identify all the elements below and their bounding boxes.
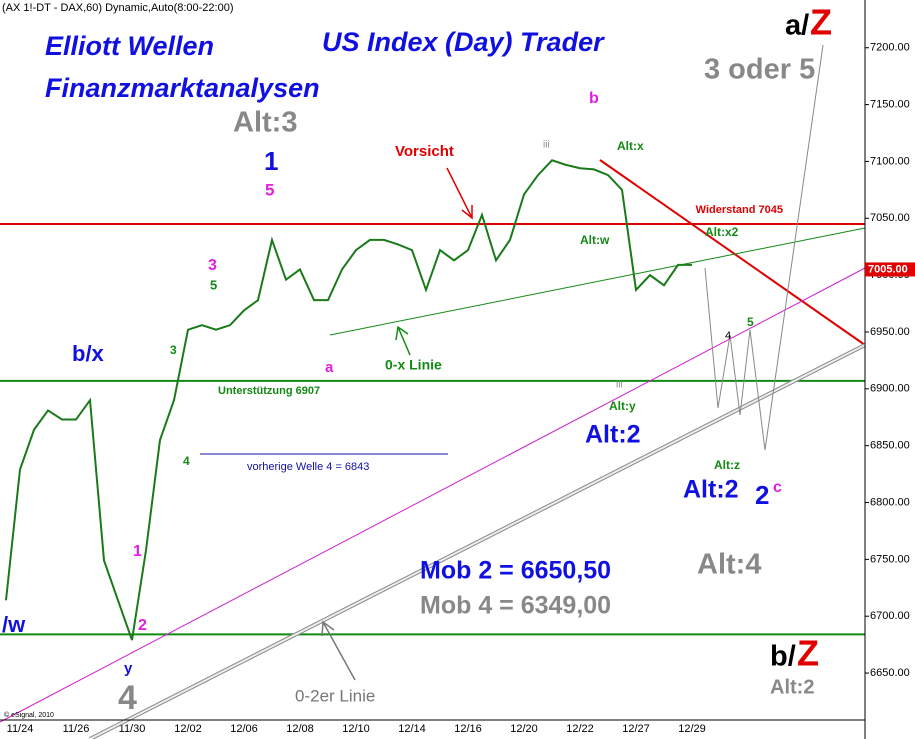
annotation: y [124, 660, 133, 677]
annotation: 2 [755, 480, 769, 510]
x-tick-label: 12/14 [398, 723, 426, 735]
reference-label: Unterstützung 6907 [218, 385, 320, 397]
plot-area: 6650.00 6700.00 6750.00 6800.00 6850.00 6900.… [0, 42, 910, 735]
y-tick-label: 6900.00 [870, 383, 910, 395]
reference-label: Widerstand 7045 [696, 204, 783, 216]
annotation: b [589, 90, 599, 107]
annotation: 3 [208, 257, 217, 274]
annotation: Alt:2 [683, 476, 739, 504]
annotation: Z [797, 633, 819, 674]
annotation: Vorsicht [395, 143, 454, 160]
annotation: Alt:y [609, 399, 636, 413]
arrow [395, 325, 409, 341]
arrow [321, 620, 335, 637]
trend-line [89, 344, 866, 739]
annotation: Alt:3 [233, 107, 297, 139]
last-price-box [865, 262, 915, 277]
y-tick-label: 6650.00 [870, 667, 910, 679]
y-tick-label: 7100.00 [870, 155, 910, 167]
x-tick-label: 12/29 [678, 723, 706, 735]
annotation: b/ [770, 641, 796, 673]
annotation: 4 [183, 454, 190, 468]
annotation: Mob 2 = 6650,50 [420, 557, 611, 585]
annotation: Alt:x [617, 139, 644, 153]
y-tick-label: 6750.00 [870, 553, 910, 565]
annotation: Alt:4 [697, 549, 761, 581]
annotation: 1 [264, 146, 278, 176]
x-tick-label: 12/20 [510, 723, 538, 735]
last-price-label: 7005.00 [868, 263, 908, 275]
trend-line [0, 267, 866, 723]
annotation: Alt:z [714, 458, 740, 472]
price-line [5, 159, 692, 641]
chart-title: (AX 1!-DT - DAX,60) Dynamic,Auto(8:00-22… [2, 2, 234, 14]
annotation: Mob 4 = 6349,00 [420, 592, 611, 620]
annotation: © eSignal, 2010 [4, 711, 54, 719]
annotation: 1 [133, 543, 142, 560]
annotation: 3 oder 5 [704, 54, 815, 86]
annotation: 2 [138, 617, 147, 634]
x-tick-label: 12/22 [566, 723, 594, 735]
x-tick-label: 11/30 [119, 723, 146, 735]
x-tick-label: 12/27 [622, 723, 650, 735]
y-tick-label: 7200.00 [870, 42, 910, 54]
y-tick-label: 7050.00 [870, 212, 910, 224]
arrow [461, 205, 473, 220]
annotation: US Index (Day) Trader [322, 27, 605, 57]
y-tick-label: 6700.00 [870, 610, 910, 622]
annotation: iii [616, 380, 623, 391]
x-tick-label: 12/06 [230, 723, 258, 735]
annotation: 4 [725, 330, 731, 342]
annotation: 4 [118, 679, 137, 717]
y-tick-label: 7150.00 [870, 99, 910, 111]
annotation: Alt:2 [585, 421, 641, 449]
annotation: Alt:x2 [705, 225, 739, 239]
annotation: 0-x Linie [385, 357, 442, 373]
y-tick-label: 6850.00 [870, 440, 910, 452]
y-tick-label: 6800.00 [870, 496, 910, 508]
annotation: 5 [210, 277, 217, 292]
arrow [322, 621, 356, 681]
annotation: 5 [747, 315, 754, 329]
arrow [397, 326, 411, 356]
annotation: Alt:2 [770, 676, 814, 698]
annotation: 3 [170, 343, 177, 357]
annotation: /w [2, 612, 26, 637]
x-tick-label: 11/24 [7, 723, 34, 735]
annotation: c [773, 479, 782, 496]
annotation: Z [810, 2, 832, 43]
trend-line [599, 159, 866, 346]
annotation: vorherige Welle 4 = 6843 [247, 461, 369, 473]
x-tick-label: 12/16 [454, 723, 482, 735]
annotation: Alt:w [580, 233, 610, 247]
annotation: Elliott Wellen [45, 31, 214, 61]
projection [704, 44, 824, 451]
annotation: 0-2er Linie [295, 686, 375, 705]
annotation: a [325, 359, 334, 376]
arrow [446, 167, 473, 219]
x-tick-label: 12/02 [174, 723, 202, 735]
annotation: a/ [785, 10, 809, 42]
x-tick-label: 12/08 [286, 723, 314, 735]
annotation: Finanzmarktanalysen [45, 73, 320, 103]
y-tick-label: 6950.00 [870, 326, 910, 338]
annotation: iii [543, 140, 550, 151]
x-tick-label: 11/26 [63, 723, 90, 735]
trend-line [329, 227, 866, 336]
annotation: b/x [72, 341, 105, 366]
x-tick-label: 12/10 [342, 723, 370, 735]
annotation: 5 [265, 180, 274, 199]
